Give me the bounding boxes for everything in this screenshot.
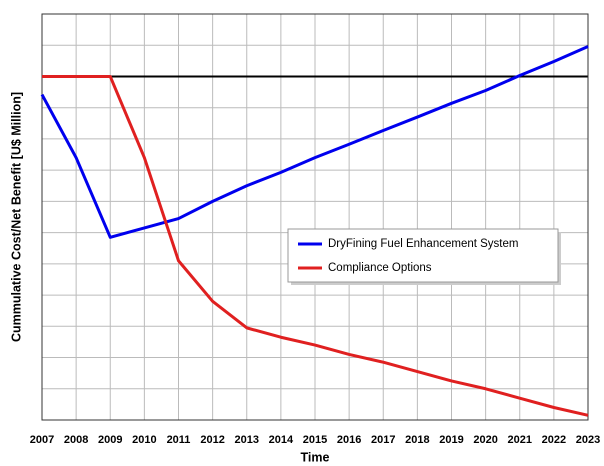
x-tick-label: 2008 (64, 434, 88, 446)
x-tick-label: 2017 (371, 434, 395, 446)
legend-label: DryFining Fuel Enhancement System (328, 238, 518, 250)
x-tick-label: 2013 (235, 434, 259, 446)
legend-box (287, 228, 559, 283)
series-line (40, 45, 589, 239)
x-tick-label: 2016 (337, 434, 361, 446)
x-tick-label: 2014 (269, 434, 294, 446)
x-tick-label: 2018 (405, 434, 429, 446)
x-tick-label: 2015 (303, 434, 327, 446)
legend-label: Compliance Options (328, 262, 432, 274)
x-tick-label: 2011 (167, 434, 191, 446)
y-axis-label: Cummulative Cost/Net Benefit [U$ Million… (9, 92, 23, 342)
x-tick-label: 2007 (30, 434, 54, 446)
x-tick-label: 2019 (439, 434, 463, 446)
x-tick-label: 2020 (473, 434, 497, 446)
x-tick-label: 2012 (200, 434, 224, 446)
x-tick-label: 2010 (132, 434, 156, 446)
x-axis-label: Time (301, 450, 330, 464)
x-tick-label: 2022 (542, 434, 566, 446)
series-line (42, 74, 589, 417)
x-tick-label: 2009 (98, 434, 122, 446)
x-tick-label: 2021 (508, 434, 532, 446)
x-tick-label: 2023 (576, 434, 600, 446)
plot-frame (41, 13, 589, 421)
